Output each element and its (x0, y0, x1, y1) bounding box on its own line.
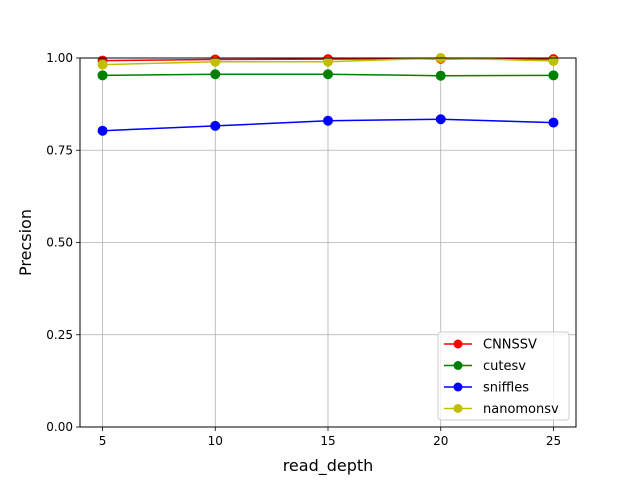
data-point (323, 69, 333, 80)
series-layer (97, 53, 559, 136)
y-tick-label: 1.00 (46, 51, 73, 65)
series-sniffles (97, 114, 559, 136)
legend-item: CNNSSV (444, 338, 537, 353)
legend: CNNSSV cutesv sniffles nanomonsv (437, 331, 570, 421)
data-point (210, 69, 221, 80)
data-point (210, 56, 221, 67)
x-tick-label: 5 (99, 434, 107, 448)
x-tick-label: 10 (208, 434, 223, 448)
y-axis-label: Precsion (16, 209, 35, 276)
x-tick-label: 15 (320, 434, 335, 448)
legend-item: sniffles (444, 381, 529, 396)
data-point (323, 115, 333, 126)
y-tick-label: 0.50 (46, 236, 73, 250)
data-point (548, 70, 559, 81)
y-tick-label: 0.25 (46, 328, 73, 342)
data-point (210, 120, 221, 131)
x-tick-label: 25 (546, 434, 561, 448)
data-point (97, 70, 108, 81)
series-cutesv (97, 69, 559, 81)
data-point (548, 117, 559, 128)
legend-marker (453, 404, 463, 413)
legend-marker (453, 339, 463, 349)
legend-item: cutesv (444, 359, 526, 374)
x-tick-label: 20 (433, 434, 448, 448)
data-point (323, 56, 333, 67)
y-tick-label: 0.75 (46, 143, 73, 157)
data-point (435, 70, 446, 81)
legend-marker (453, 382, 463, 392)
legend-label: cutesv (483, 359, 526, 374)
data-point (97, 125, 108, 136)
y-tick-label: 0.00 (46, 420, 73, 434)
legend-marker (453, 361, 463, 370)
ticks: 5 10 15 20 25 0.00 0.25 0.50 0.75 1.00 (46, 51, 561, 448)
legend-item: nanomonsv (444, 402, 559, 417)
legend-label: nanomonsv (483, 402, 559, 417)
legend-frame (437, 331, 570, 421)
data-point (97, 59, 108, 70)
legend-label: sniffles (483, 381, 529, 396)
legend-label: CNNSSV (483, 338, 537, 353)
x-axis-label: read_depth (283, 456, 374, 476)
data-point (548, 55, 559, 66)
data-point (435, 114, 446, 125)
